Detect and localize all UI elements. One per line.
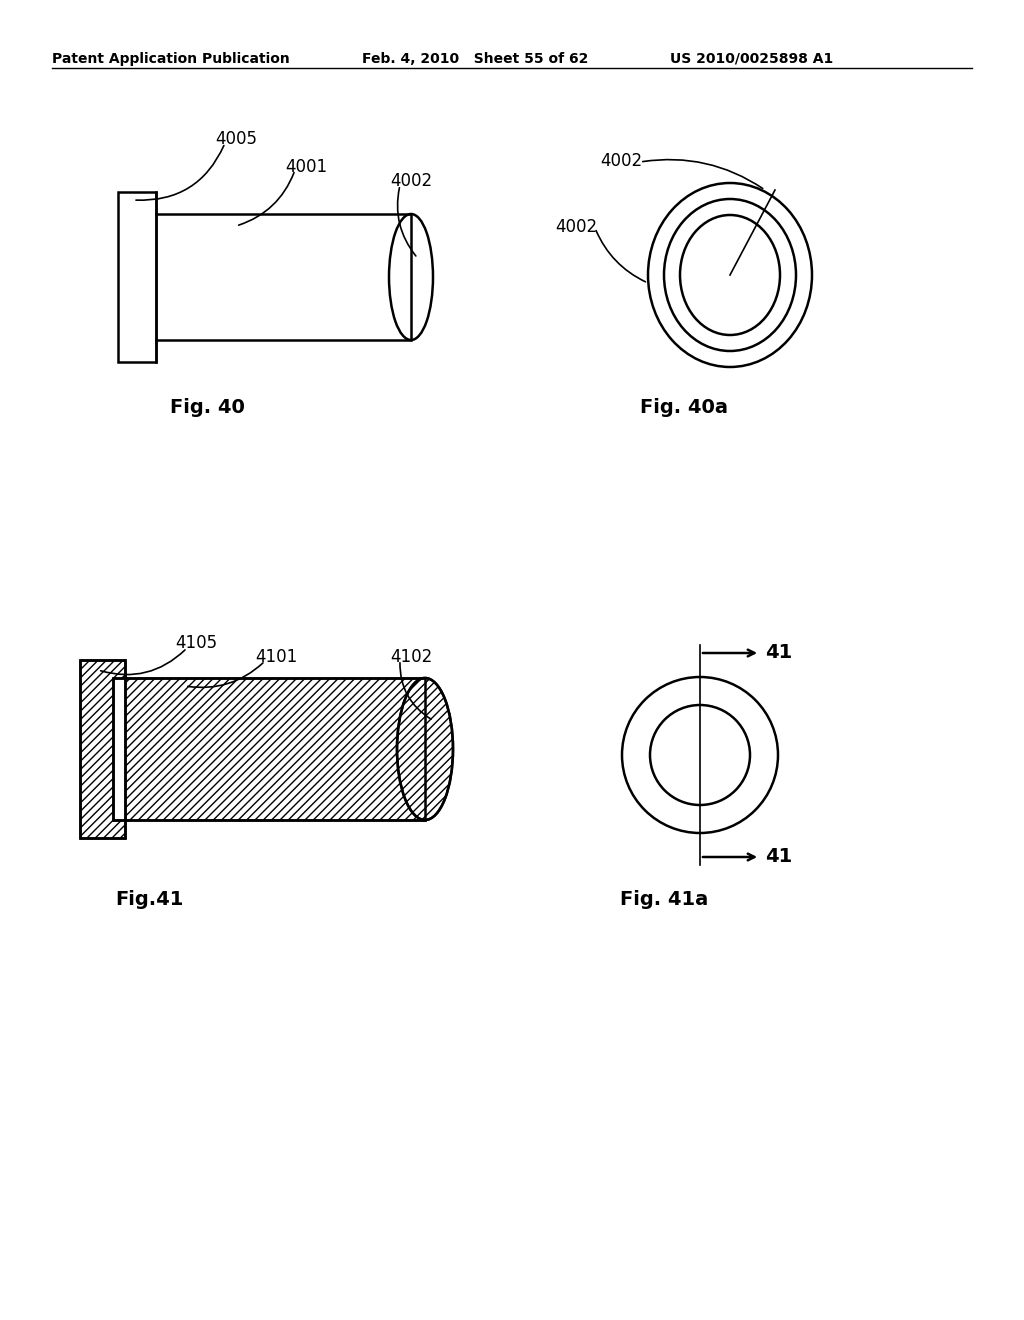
Polygon shape [125, 678, 425, 820]
Text: 4101: 4101 [255, 648, 297, 667]
Text: 4005: 4005 [215, 129, 257, 148]
Text: Fig. 40a: Fig. 40a [640, 399, 728, 417]
Text: 4102: 4102 [390, 648, 432, 667]
Polygon shape [80, 660, 125, 838]
Ellipse shape [397, 678, 453, 820]
Text: 4002: 4002 [390, 172, 432, 190]
Text: 4001: 4001 [285, 158, 327, 176]
Text: US 2010/0025898 A1: US 2010/0025898 A1 [670, 51, 834, 66]
Text: Fig.41: Fig.41 [115, 890, 183, 909]
Text: 41: 41 [765, 643, 793, 663]
Text: Fig. 41a: Fig. 41a [620, 890, 709, 909]
Text: Patent Application Publication: Patent Application Publication [52, 51, 290, 66]
Text: Feb. 4, 2010   Sheet 55 of 62: Feb. 4, 2010 Sheet 55 of 62 [362, 51, 589, 66]
Text: 4105: 4105 [175, 634, 217, 652]
Text: 41: 41 [765, 847, 793, 866]
Text: 4002: 4002 [555, 218, 597, 236]
Text: 4002: 4002 [600, 152, 642, 170]
Text: Fig. 40: Fig. 40 [170, 399, 245, 417]
